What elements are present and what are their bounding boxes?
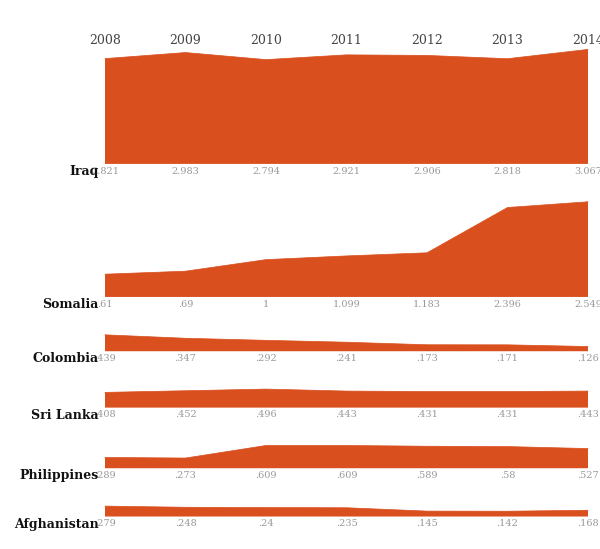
Text: 2011: 2011	[331, 33, 362, 47]
Text: .408: .408	[94, 410, 116, 419]
Text: .279: .279	[94, 519, 116, 528]
Text: .168: .168	[577, 519, 599, 528]
Text: .61: .61	[97, 300, 113, 309]
Text: 2.396: 2.396	[494, 300, 521, 309]
Text: 2008: 2008	[89, 33, 121, 47]
Text: 2013: 2013	[491, 33, 523, 47]
Text: .273: .273	[175, 471, 196, 480]
Text: Colombia: Colombia	[33, 352, 99, 366]
Text: .235: .235	[335, 519, 358, 528]
Text: 2.794: 2.794	[252, 167, 280, 176]
Text: .443: .443	[335, 410, 358, 419]
Text: 2012: 2012	[411, 33, 443, 47]
Text: Afghanistan: Afghanistan	[14, 518, 99, 531]
Text: Philippines: Philippines	[20, 469, 99, 483]
Text: 2.921: 2.921	[332, 167, 361, 176]
Text: .527: .527	[577, 471, 599, 480]
Text: .496: .496	[255, 410, 277, 419]
Text: .347: .347	[175, 354, 196, 363]
Text: .609: .609	[336, 471, 357, 480]
Text: .609: .609	[255, 471, 277, 480]
Text: 3.067: 3.067	[574, 167, 600, 176]
Text: .589: .589	[416, 471, 438, 480]
Text: 2010: 2010	[250, 33, 282, 47]
Text: .126: .126	[577, 354, 599, 363]
Text: .248: .248	[175, 519, 196, 528]
Text: .69: .69	[178, 300, 193, 309]
Text: .241: .241	[335, 354, 358, 363]
Text: .145: .145	[416, 519, 438, 528]
Text: 1: 1	[263, 300, 269, 309]
Text: .173: .173	[416, 354, 438, 363]
Text: 2.983: 2.983	[172, 167, 199, 176]
Text: 2.906: 2.906	[413, 167, 441, 176]
Text: .443: .443	[577, 410, 599, 419]
Text: 2.821: 2.821	[91, 167, 119, 176]
Text: .431: .431	[497, 410, 518, 419]
Text: Iraq: Iraq	[70, 165, 99, 178]
Text: .171: .171	[497, 354, 518, 363]
Text: .142: .142	[497, 519, 518, 528]
Text: .452: .452	[175, 410, 196, 419]
Text: .289: .289	[94, 471, 116, 480]
Text: .24: .24	[258, 519, 274, 528]
Text: .58: .58	[500, 471, 515, 480]
Text: 2.818: 2.818	[494, 167, 521, 176]
Text: .431: .431	[416, 410, 438, 419]
Text: .292: .292	[255, 354, 277, 363]
Text: .439: .439	[94, 354, 116, 363]
Text: 2.549: 2.549	[574, 300, 600, 309]
Text: Somalia: Somalia	[43, 298, 99, 311]
Text: 2009: 2009	[170, 33, 202, 47]
Text: 2014: 2014	[572, 33, 600, 47]
Text: 1.183: 1.183	[413, 300, 441, 309]
Text: 1.099: 1.099	[332, 300, 361, 309]
Text: Sri Lanka: Sri Lanka	[31, 409, 99, 422]
